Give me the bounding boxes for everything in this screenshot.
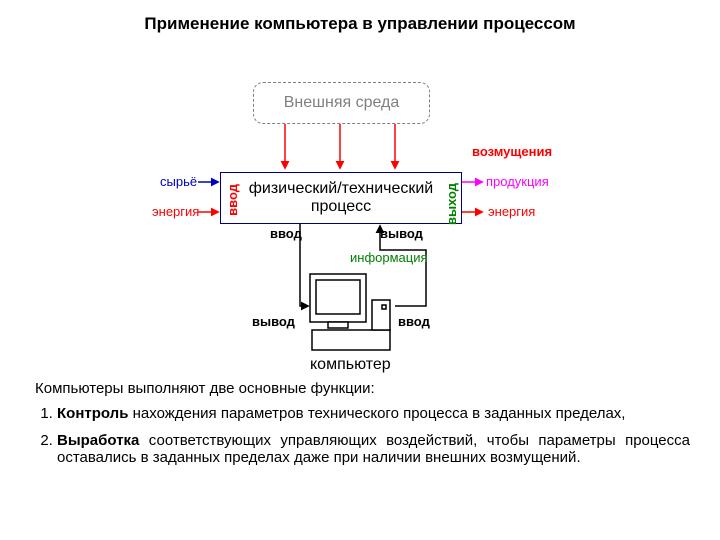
environment-label: Внешняя среда <box>284 94 400 112</box>
label-energL: энергия <box>152 204 199 219</box>
process-box: физический/технический процесс <box>220 172 462 224</box>
label-vvodB: ввод <box>270 226 302 241</box>
body-text: Компьютеры выполняют две основные функци… <box>0 380 720 466</box>
function-list: Контроль нахождения параметров техническ… <box>35 405 690 466</box>
page-title: Применение компьютера в управлении проце… <box>0 0 720 34</box>
label-energR: энергия <box>488 204 535 219</box>
list-item: Контроль нахождения параметров техническ… <box>57 405 690 422</box>
label-vyvodB: вывод <box>380 226 423 241</box>
intro-text: Компьютеры выполняют две основные функци… <box>35 380 690 397</box>
process-diagram: Внешняя среда физический/технический про… <box>0 34 720 374</box>
label-prod: продукция <box>486 174 549 189</box>
label-vyvodC: вывод <box>252 314 295 329</box>
label-info: информация <box>350 250 428 265</box>
label-vvodC: ввод <box>398 314 430 329</box>
vvod-vlabel: ввод <box>225 184 240 216</box>
vyhod-vlabel: выход <box>444 183 459 225</box>
label-vozm: возмущения <box>472 144 552 159</box>
list-item: Выработка соответствующих управляющих во… <box>57 432 690 466</box>
process-label: физический/технический процесс <box>221 180 461 216</box>
label-comp: компьютер <box>310 356 391 374</box>
environment-box: Внешняя среда <box>253 82 430 124</box>
label-syrie: сырьё <box>160 174 197 189</box>
